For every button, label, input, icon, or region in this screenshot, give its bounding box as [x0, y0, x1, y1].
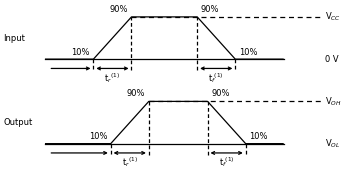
Text: 90%: 90%: [127, 89, 145, 98]
Text: t$_f$$^{(1)}$: t$_f$$^{(1)}$: [208, 71, 224, 85]
Text: V$_{OH}$: V$_{OH}$: [325, 95, 342, 108]
Text: 90%: 90%: [211, 89, 229, 98]
Text: 90%: 90%: [110, 5, 128, 14]
Text: 0 V: 0 V: [325, 55, 339, 64]
Text: 90%: 90%: [201, 5, 219, 14]
Text: t$_r$$^{(1)}$: t$_r$$^{(1)}$: [104, 71, 120, 85]
Text: 10%: 10%: [89, 132, 107, 141]
Text: t$_f$$^{(1)}$: t$_f$$^{(1)}$: [219, 155, 235, 169]
Text: 10%: 10%: [239, 48, 257, 57]
Text: 10%: 10%: [249, 132, 267, 141]
Text: V$_{CC}$: V$_{CC}$: [325, 11, 341, 23]
Text: t$_r$$^{(1)}$: t$_r$$^{(1)}$: [122, 155, 138, 169]
Text: 10%: 10%: [72, 48, 90, 57]
Text: Output: Output: [3, 118, 33, 127]
Text: Input: Input: [3, 33, 25, 43]
Text: V$_{OL}$: V$_{OL}$: [325, 137, 340, 150]
